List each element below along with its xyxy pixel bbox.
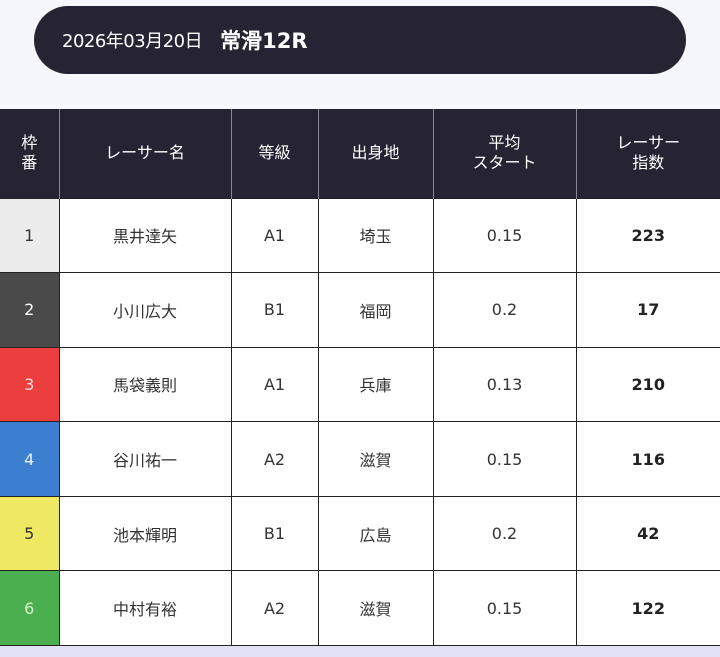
table-row: 5 池本輝明 B1 広島 0.2 42 (0, 495, 720, 572)
racer-table: 枠番 レーサー名 等級 出身地 平均 スタート レーサー 指数 1 黒井達矢 A1 … (0, 109, 720, 647)
table-row: 3 馬袋義則 A1 兵庫 0.13 210 (0, 346, 720, 423)
avg-start: 0.2 (432, 272, 577, 348)
race-header: 2026年03月20日 常滑12R (34, 6, 686, 74)
frame-number: 5 (0, 495, 60, 572)
avg-start: 0.13 (432, 346, 577, 423)
table-row: 4 谷川祐一 A2 滋賀 0.15 116 (0, 421, 720, 497)
grade: A2 (230, 570, 319, 647)
race-date: 2026年03月20日 (62, 31, 203, 52)
racer-name: 池本輝明 (58, 495, 232, 572)
grade: B1 (230, 495, 319, 572)
frame-number: 6 (0, 570, 60, 647)
table-row: 6 中村有裕 A2 滋賀 0.15 122 (0, 570, 720, 647)
racer-name: 中村有裕 (58, 570, 232, 647)
col-header-avg-start: 平均 スタート (432, 109, 576, 198)
racer-name: 小川広大 (58, 272, 232, 348)
bottom-strip (0, 646, 720, 657)
racer-name: 馬袋義則 (58, 346, 232, 423)
hometown: 埼玉 (317, 197, 434, 274)
racer-index: 210 (575, 346, 720, 423)
frame-number: 3 (0, 346, 60, 423)
col-header-grade: 等級 (230, 109, 318, 198)
table-row: 1 黒井達矢 A1 埼玉 0.15 223 (0, 197, 720, 274)
hometown: 兵庫 (317, 346, 434, 423)
table-row: 2 小川広大 B1 福岡 0.2 17 (0, 272, 720, 348)
racer-index: 223 (575, 197, 720, 274)
frame-number: 1 (0, 197, 60, 274)
avg-start: 0.15 (432, 421, 577, 497)
avg-start: 0.2 (432, 495, 577, 572)
racer-name: 谷川祐一 (58, 421, 232, 497)
grade: A2 (230, 421, 319, 497)
racer-name: 黒井達矢 (58, 197, 232, 274)
frame-number: 4 (0, 421, 60, 497)
col-header-racer-index: レーサー 指数 (575, 109, 720, 198)
col-header-racer-name: レーサー名 (58, 109, 231, 198)
racer-index: 116 (575, 421, 720, 497)
frame-number: 2 (0, 272, 60, 348)
hometown: 福岡 (317, 272, 434, 348)
col-header-hometown: 出身地 (317, 109, 433, 198)
hometown: 滋賀 (317, 421, 434, 497)
racer-index: 122 (575, 570, 720, 647)
avg-start: 0.15 (432, 197, 577, 274)
grade: B1 (230, 272, 319, 348)
racer-index: 42 (575, 495, 720, 572)
racer-table-container: 枠番 レーサー名 等級 出身地 平均 スタート レーサー 指数 1 黒井達矢 A1 … (0, 109, 720, 647)
col-header-frame: 枠番 (0, 109, 59, 198)
hometown: 広島 (317, 495, 434, 572)
table-header-row: 枠番 レーサー名 等級 出身地 平均 スタート レーサー 指数 (0, 109, 720, 198)
grade: A1 (230, 346, 319, 423)
race-name: 常滑12R (220, 29, 308, 53)
racer-index: 17 (575, 272, 720, 348)
hometown: 滋賀 (317, 570, 434, 647)
avg-start: 0.15 (432, 570, 577, 647)
grade: A1 (230, 197, 319, 274)
